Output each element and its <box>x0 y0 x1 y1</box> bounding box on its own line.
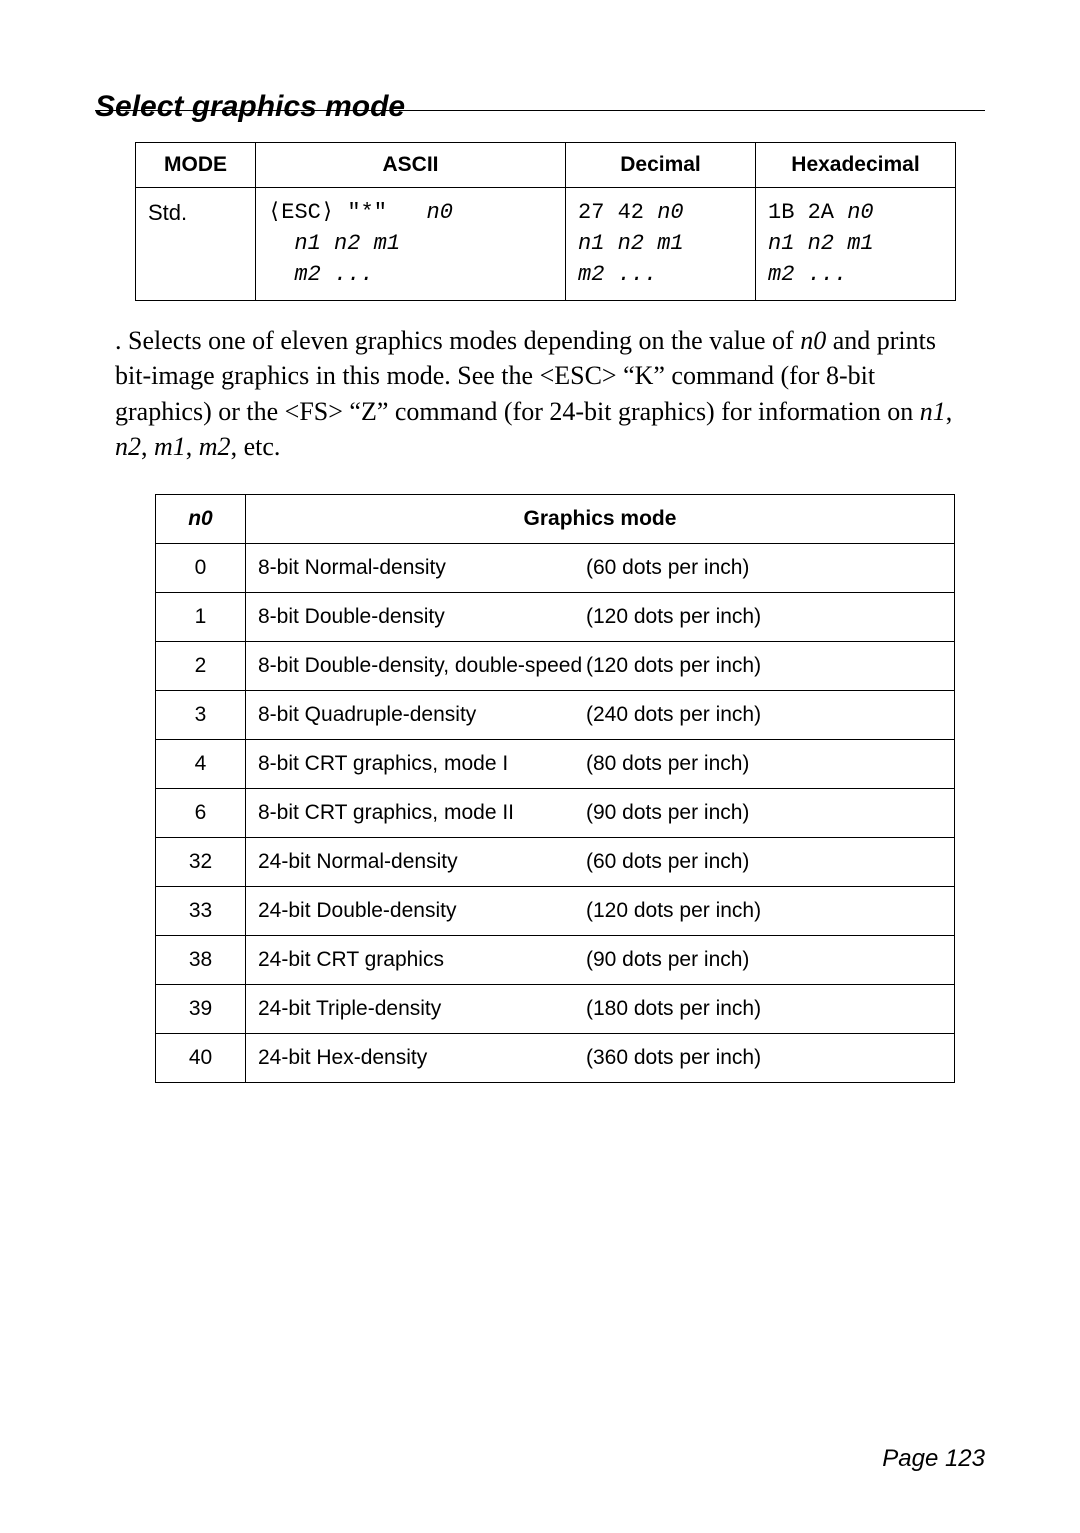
mode-dpi: (60 dots per inch) <box>586 850 749 874</box>
ascii-esc: ⟨ESC⟩ <box>268 200 334 225</box>
mode-dpi: (120 dots per inch) <box>586 899 761 923</box>
para-var-n2: n2 <box>115 432 141 461</box>
table-row: 6 8-bit CRT graphics, mode II (90 dots p… <box>156 788 955 837</box>
table-row: 2 8-bit Double-density, double-speed (12… <box>156 641 955 690</box>
para-sep3: , <box>186 432 199 461</box>
cell-n0: 40 <box>156 1033 246 1082</box>
table-row: Std. ⟨ESC⟩ "*" n0 n1 n2 m1 m2 ... 27 42 … <box>136 188 956 301</box>
para-var-m2: m2 <box>199 432 231 461</box>
cell-n0: 0 <box>156 543 246 592</box>
cell-desc: 24-bit Normal-density (60 dots per inch) <box>246 837 955 886</box>
table-row: 4 8-bit CRT graphics, mode I (80 dots pe… <box>156 739 955 788</box>
command-encoding-table: MODE ASCII Decimal Hexadecimal Std. ⟨ESC… <box>135 142 956 301</box>
cell-desc: 24-bit Hex-density (360 dots per inch) <box>246 1033 955 1082</box>
cell-desc: 8-bit Normal-density (60 dots per inch) <box>246 543 955 592</box>
table-row: 32 24-bit Normal-density (60 dots per in… <box>156 837 955 886</box>
mode-desc: 24-bit Triple-density <box>258 997 441 1020</box>
mode-dpi: (240 dots per inch) <box>586 703 761 727</box>
cell-n0: 39 <box>156 984 246 1033</box>
hex-line1a: 1B 2A <box>768 200 847 225</box>
mode-desc: 8-bit Double-density <box>258 605 445 628</box>
mode-dpi: (360 dots per inch) <box>586 1046 761 1070</box>
cell-desc: 24-bit CRT graphics (90 dots per inch) <box>246 935 955 984</box>
hex-line3: m2 ... <box>768 262 847 287</box>
mode-dpi: (90 dots per inch) <box>586 948 749 972</box>
para-var-n1: n1 <box>920 397 946 426</box>
table-row: 40 24-bit Hex-density (360 dots per inch… <box>156 1033 955 1082</box>
cell-n0: 33 <box>156 886 246 935</box>
table-row: 0 8-bit Normal-density (60 dots per inch… <box>156 543 955 592</box>
cell-n0: 3 <box>156 690 246 739</box>
top-rule <box>95 110 985 111</box>
dec-line3: m2 ... <box>578 262 657 287</box>
table2-header-row: n0 Graphics mode <box>156 494 955 543</box>
mode-dpi: (180 dots per inch) <box>586 997 761 1021</box>
mode-dpi: (90 dots per inch) <box>586 801 749 825</box>
cell-desc: 8-bit Double-density, double-speed (120 … <box>246 641 955 690</box>
table-row: 39 24-bit Triple-density (180 dots per i… <box>156 984 955 1033</box>
hex-line2: n1 n2 m1 <box>768 231 874 256</box>
dec-line1-n0: n0 <box>657 200 683 225</box>
header-decimal: Decimal <box>566 143 756 188</box>
mode-dpi: (120 dots per inch) <box>586 605 761 629</box>
hex-line1-n0: n0 <box>847 200 873 225</box>
mode-desc: 8-bit CRT graphics, mode II <box>258 801 514 824</box>
header-graphics-mode: Graphics mode <box>246 494 955 543</box>
cell-desc: 8-bit Double-density (120 dots per inch) <box>246 592 955 641</box>
description-paragraph: . Selects one of eleven graphics modes d… <box>115 323 975 463</box>
para-text3: , etc. <box>231 432 281 461</box>
cell-ascii: ⟨ESC⟩ "*" n0 n1 n2 m1 m2 ... <box>256 188 566 301</box>
cell-n0: 4 <box>156 739 246 788</box>
cell-n0: 2 <box>156 641 246 690</box>
cell-mode: Std. <box>136 188 256 301</box>
cell-n0: 38 <box>156 935 246 984</box>
cell-desc: 8-bit CRT graphics, mode II (90 dots per… <box>246 788 955 837</box>
header-n0: n0 <box>156 494 246 543</box>
page-number: Page 123 <box>882 1445 985 1473</box>
para-sep2: , <box>141 432 154 461</box>
header-ascii: ASCII <box>256 143 566 188</box>
cell-decimal: 27 42 n0 n1 n2 m1 m2 ... <box>566 188 756 301</box>
mode-desc: 8-bit CRT graphics, mode I <box>258 752 508 775</box>
ascii-n0: n0 <box>427 200 453 225</box>
mode-desc: 24-bit CRT graphics <box>258 948 444 971</box>
cell-desc: 24-bit Triple-density (180 dots per inch… <box>246 984 955 1033</box>
cell-desc: 24-bit Double-density (120 dots per inch… <box>246 886 955 935</box>
para-var-m1: m1 <box>154 432 186 461</box>
page: Select graphics mode MODE ASCII Decimal … <box>0 0 1080 1533</box>
para-var-n0: n0 <box>800 326 826 355</box>
table-row: 1 8-bit Double-density (120 dots per inc… <box>156 592 955 641</box>
mode-dpi: (60 dots per inch) <box>586 556 749 580</box>
mode-dpi: (120 dots per inch) <box>586 654 761 678</box>
para-text1: . Selects one of eleven graphics modes d… <box>115 326 800 355</box>
mode-desc: 8-bit Quadruple-density <box>258 703 476 726</box>
cell-n0: 32 <box>156 837 246 886</box>
cell-desc: 8-bit Quadruple-density (240 dots per in… <box>246 690 955 739</box>
ascii-line2: n1 n2 m1 <box>294 231 400 256</box>
cell-n0: 1 <box>156 592 246 641</box>
graphics-mode-table: n0 Graphics mode 0 8-bit Normal-density … <box>155 494 955 1083</box>
ascii-star: "*" <box>347 200 387 225</box>
header-hex: Hexadecimal <box>756 143 956 188</box>
table-row: 38 24-bit CRT graphics (90 dots per inch… <box>156 935 955 984</box>
table-header-row: MODE ASCII Decimal Hexadecimal <box>136 143 956 188</box>
header-mode: MODE <box>136 143 256 188</box>
dec-line1a: 27 42 <box>578 200 657 225</box>
table-row: 33 24-bit Double-density (120 dots per i… <box>156 886 955 935</box>
cell-desc: 8-bit CRT graphics, mode I (80 dots per … <box>246 739 955 788</box>
cell-n0: 6 <box>156 788 246 837</box>
dec-line2: n1 n2 m1 <box>578 231 684 256</box>
mode-desc: 8-bit Double-density, double-speed <box>258 654 582 677</box>
cell-hex: 1B 2A n0 n1 n2 m1 m2 ... <box>756 188 956 301</box>
mode-desc: 8-bit Normal-density <box>258 556 446 579</box>
mode-desc: 24-bit Double-density <box>258 899 456 922</box>
mode-desc: 24-bit Normal-density <box>258 850 458 873</box>
mode-dpi: (80 dots per inch) <box>586 752 749 776</box>
section-title: Select graphics mode <box>95 90 985 124</box>
table-row: 3 8-bit Quadruple-density (240 dots per … <box>156 690 955 739</box>
mode-desc: 24-bit Hex-density <box>258 1046 427 1069</box>
ascii-line3: m2 ... <box>294 262 373 287</box>
para-sep1: , <box>946 397 953 426</box>
